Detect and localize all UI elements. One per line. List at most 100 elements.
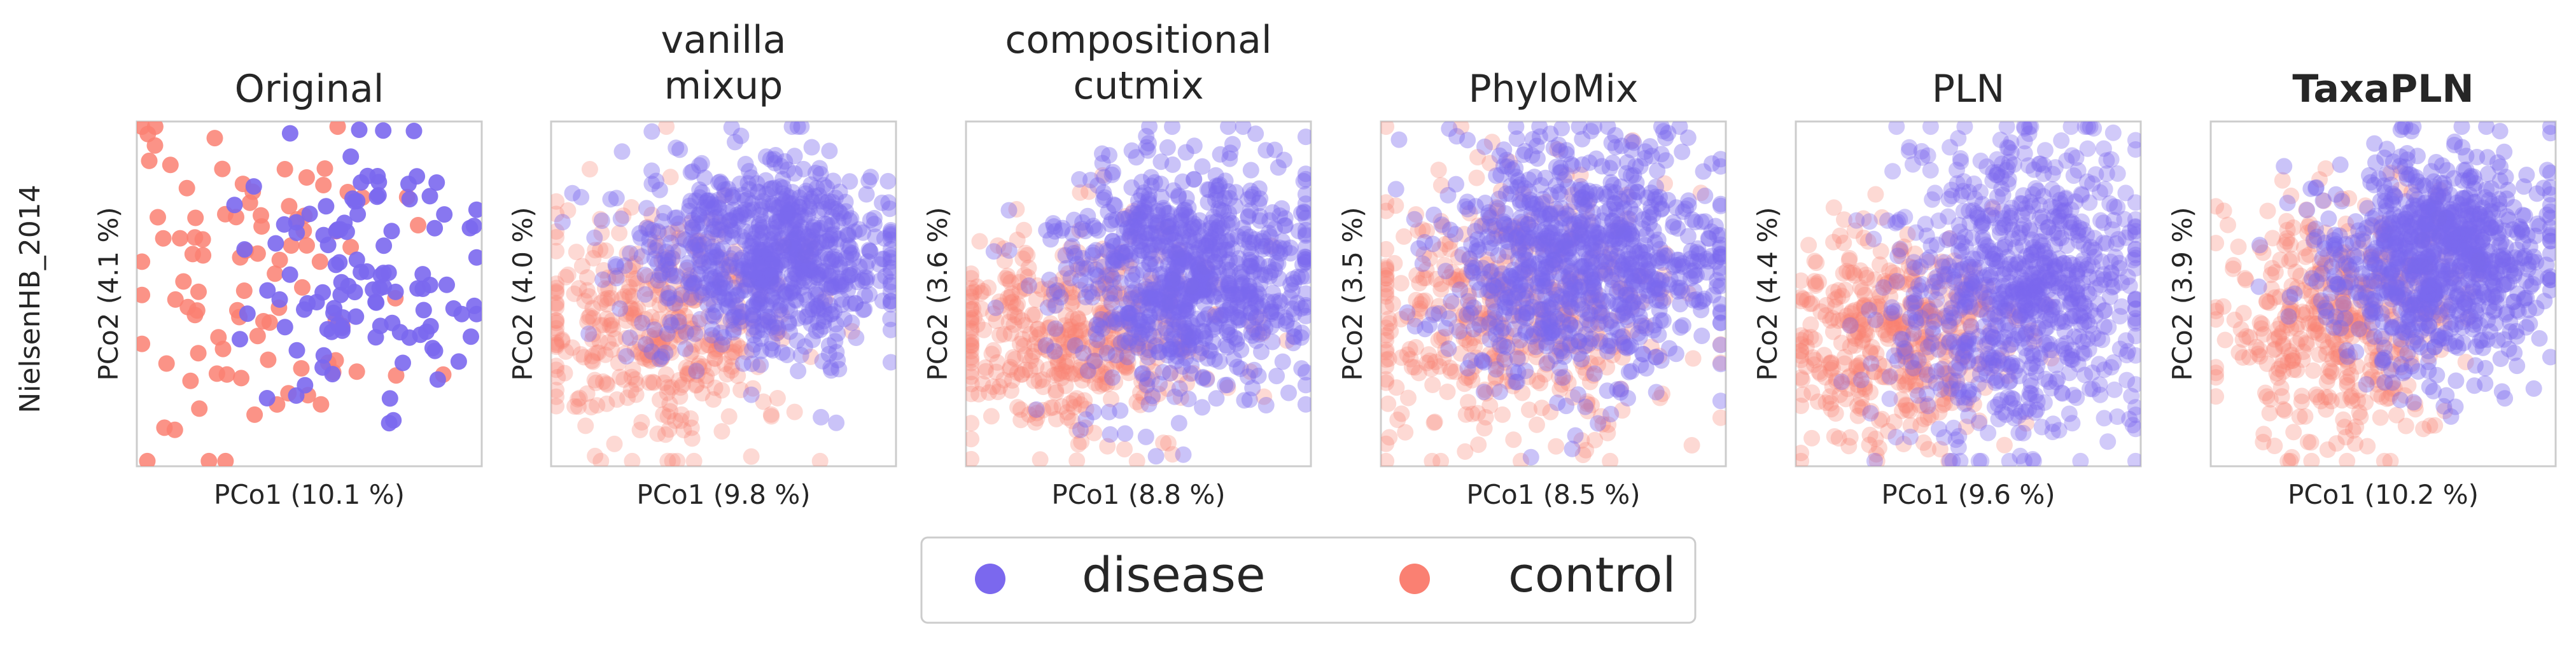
- point-disease: [1997, 298, 2014, 316]
- point-disease: [1175, 247, 1192, 265]
- point-disease: [1123, 142, 1140, 159]
- point-disease: [1152, 153, 1170, 170]
- point-disease: [1571, 121, 1588, 135]
- point-disease: [1613, 261, 1630, 278]
- point-disease: [1186, 137, 1203, 155]
- point-disease: [673, 286, 690, 303]
- point-disease: [1571, 333, 1587, 350]
- point-disease: [1592, 264, 1609, 281]
- point-disease: [1919, 398, 1936, 415]
- point-disease: [1152, 266, 1169, 283]
- point-disease: [1555, 348, 1572, 365]
- point-disease: [1978, 158, 1996, 175]
- point-disease: [1973, 452, 1990, 466]
- point-disease: [1210, 259, 1226, 276]
- point-disease: [1216, 241, 1233, 258]
- point-disease: [1906, 260, 1923, 277]
- point-disease: [649, 223, 666, 240]
- point-disease: [2031, 281, 2048, 298]
- point-disease: [797, 183, 815, 200]
- point-control: [1068, 452, 1086, 466]
- point-control: [1113, 289, 1130, 307]
- point-control: [1172, 389, 1189, 406]
- point-control: [1096, 324, 1114, 341]
- point-control: [1861, 436, 1878, 454]
- point-control: [681, 291, 698, 308]
- point-disease: [1174, 282, 1191, 299]
- point-control: [1026, 414, 1044, 431]
- point-disease: [757, 148, 774, 165]
- point-disease: [2057, 345, 2075, 362]
- point-disease: [2052, 202, 2069, 219]
- point-disease: [1570, 222, 1587, 239]
- point-disease: [1160, 205, 1177, 221]
- point-disease: [1660, 276, 1677, 293]
- point-disease: [706, 296, 722, 313]
- point-disease: [1174, 173, 1191, 190]
- point-disease: [1984, 245, 2001, 262]
- point-control: [1817, 307, 1835, 324]
- point-disease: [1185, 215, 1202, 232]
- point-control: [669, 221, 687, 239]
- point-disease: [755, 321, 772, 338]
- point-disease: [784, 184, 801, 201]
- point-disease: [1485, 277, 1502, 295]
- point-disease: [1245, 264, 1262, 281]
- point-disease: [2005, 283, 2022, 300]
- point-disease: [1201, 274, 1219, 291]
- point-disease: [259, 282, 276, 299]
- point-disease: [2109, 408, 2126, 425]
- point-disease: [788, 251, 805, 268]
- point-disease: [1628, 174, 1645, 191]
- point-control: [1548, 338, 1565, 356]
- point-control: [1963, 366, 1980, 384]
- point-disease: [1161, 341, 1178, 358]
- point-disease: [767, 315, 785, 332]
- point-disease: [670, 242, 687, 260]
- point-disease: [2117, 229, 2134, 246]
- point-control: [1817, 394, 1835, 412]
- point-disease: [1174, 254, 1191, 271]
- point-disease: [1881, 391, 1898, 407]
- point-disease: [2087, 307, 2104, 324]
- point-control: [623, 368, 640, 385]
- point-disease: [1542, 207, 1559, 224]
- point-control: [1803, 384, 1821, 401]
- point-control: [691, 283, 708, 300]
- point-disease: [1169, 313, 1186, 330]
- point-disease: [1596, 185, 1613, 202]
- point-control: [688, 377, 705, 393]
- point-disease: [1228, 331, 1245, 348]
- point-disease: [1611, 329, 1628, 346]
- point-control: [1837, 391, 1854, 408]
- point-disease: [1616, 261, 1634, 278]
- point-disease: [1656, 247, 1673, 264]
- point-disease: [1180, 252, 1197, 269]
- point-disease: [1686, 262, 1703, 279]
- point-control: [966, 343, 980, 359]
- point-disease: [1889, 352, 1906, 369]
- point-disease: [829, 325, 846, 342]
- point-control: [664, 296, 681, 314]
- point-control: [1796, 445, 1810, 462]
- point-disease: [1251, 212, 1268, 229]
- point-control: [1468, 349, 1485, 366]
- point-control: [1848, 357, 1865, 375]
- point-control: [1831, 227, 1849, 244]
- point-control: [605, 321, 622, 338]
- point-control: [966, 349, 980, 366]
- point-disease: [1940, 208, 1957, 225]
- point-disease: [1651, 240, 1669, 258]
- point-disease: [1950, 382, 1967, 399]
- point-disease: [1140, 186, 1158, 204]
- point-disease: [1620, 256, 1637, 273]
- point-disease: [1172, 213, 1189, 230]
- point-disease: [1112, 402, 1129, 419]
- point-control: [1488, 278, 1506, 295]
- point-disease: [1297, 254, 1311, 271]
- point-disease: [1893, 330, 1909, 347]
- point-disease: [811, 321, 829, 338]
- point-control: [611, 267, 628, 284]
- point-control: [178, 179, 195, 197]
- point-disease: [816, 215, 834, 232]
